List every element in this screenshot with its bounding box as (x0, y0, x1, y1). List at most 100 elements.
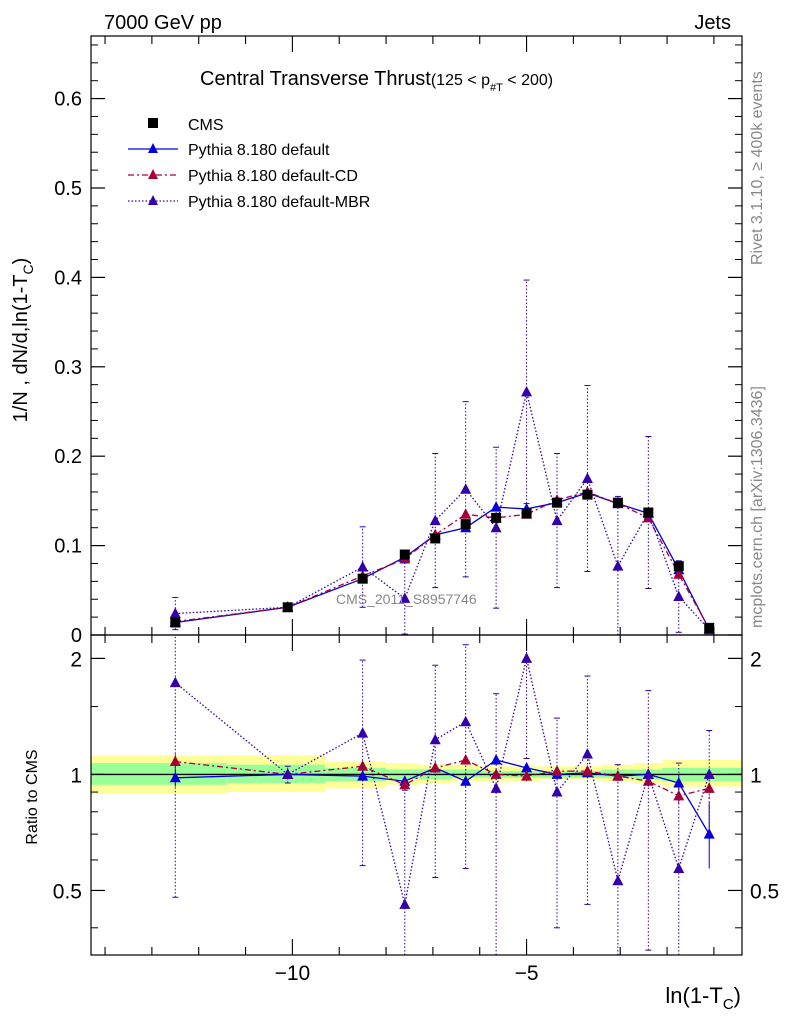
ratio-point-cd (551, 765, 563, 776)
x-axis-label-main: ln(1-T (665, 983, 722, 1008)
ratio-point-cd (169, 755, 181, 767)
ratio-point-mbr (642, 768, 654, 779)
plot-title-main: Central Transverse Thrust (200, 68, 431, 90)
ratio-point-cd (642, 775, 654, 786)
ratio-axis-ticks: 0.5 0.5 1 1 2 2 −10 −5 (53, 635, 779, 985)
data-point-mbr (612, 560, 624, 571)
data-point-cms (704, 622, 715, 633)
data-point-cms (521, 508, 532, 519)
legend-label-mbr: Pythia 8.180 default-MBR (188, 194, 370, 211)
ratio-point-mbr (612, 874, 624, 886)
ratio-point-cd (490, 768, 502, 779)
ratio-point-cd (357, 760, 369, 771)
legend-marker-cd (148, 169, 158, 179)
data-point-mbr (521, 385, 533, 397)
ratio-point-mbr (169, 676, 181, 688)
data-point-mbr (551, 514, 563, 526)
main-axis-ticks: 0 0.1 0.2 0.3 0.4 0.5 0.6 (54, 36, 742, 647)
x-axis-label: ln(1-TC) (665, 983, 741, 1013)
y-tick-label: 0.3 (54, 357, 82, 379)
data-point-cms (460, 519, 471, 530)
ratio-point-mbr (673, 862, 685, 874)
series-default (169, 486, 715, 635)
data-point-mbr (673, 590, 685, 602)
ratio-point-mbr (460, 715, 472, 727)
data-point-mbr (399, 592, 411, 603)
x-axis-label-end: ) (734, 983, 741, 1008)
data-point-cms (357, 573, 368, 584)
legend-entry-cms: CMS (148, 117, 224, 134)
ratio-y-axis-label: Ratio to CMS (24, 749, 41, 844)
ratio-point-cd (673, 789, 685, 801)
x-tick-label: −5 (515, 962, 539, 985)
data-point-cms (430, 533, 441, 544)
y-tick-label: 0.5 (54, 178, 82, 200)
data-point-mbr (169, 607, 181, 619)
data-point-cms (552, 497, 563, 508)
legend-marker-default (148, 143, 158, 153)
plot-title-range-end: < 200) (503, 72, 553, 89)
data-point-cms (643, 507, 654, 518)
plot-title: Central Transverse Thrust(125 < p#T < 20… (200, 68, 553, 94)
ratio-y-tick-label: 0.5 (53, 880, 82, 903)
data-point-cms (612, 497, 623, 508)
ratio-point-default (521, 761, 533, 773)
ratio-point-default (357, 770, 369, 781)
ratio-point-cd (399, 778, 411, 790)
ratio-y-tick-label: 1 (70, 764, 82, 787)
data-point-cms (491, 512, 502, 523)
ratio-plot-frame (90, 634, 743, 956)
ratio-point-mbr (357, 727, 369, 738)
svg-text:1/N , dN/d,ln(1-TC): 1/N , dN/d,ln(1-TC) (10, 258, 36, 423)
ratio-series-mbr (169, 634, 715, 956)
plot-title-range: (125 < p (431, 72, 490, 89)
legend-label-cd: Pythia 8.180 default-CD (188, 168, 358, 185)
ratio-point-cd (521, 770, 533, 781)
ratio-point-mbr (551, 786, 563, 797)
y-axis-label: 1/N , dN/d,ln(1-TC) (10, 258, 36, 423)
legend-label-default: Pythia 8.180 default (188, 142, 330, 159)
data-point-cms (282, 602, 293, 613)
data-point-mbr (429, 514, 441, 526)
ratio-point-mbr (399, 898, 411, 909)
x-tick-label: −10 (275, 962, 311, 985)
data-point-cms (582, 489, 593, 500)
ratio-line-mbr (174, 658, 710, 905)
analysis-watermark: CMS_2011_S8957746 (336, 591, 477, 607)
main-plot-panel: 0 0.1 0.2 0.3 0.4 0.5 0.6 (54, 35, 743, 647)
ratio-plot-panel: 0.5 0.5 1 1 2 2 −10 −5 (53, 634, 779, 985)
data-point-mbr (581, 472, 593, 484)
series-line-mbr (175, 391, 710, 631)
legend-label-cms: CMS (188, 117, 224, 134)
ratio-y-tick-label: 2 (70, 648, 82, 671)
legend-entry-default: Pythia 8.180 default (128, 142, 330, 159)
y-axis-label-sub: C (20, 264, 36, 274)
data-point-cd (673, 568, 685, 579)
rivet-version-text: Rivet 3.1.10, ≥ 400k events (749, 71, 766, 265)
x-axis-label-sub: C (723, 996, 734, 1013)
y-tick-label: 0.2 (54, 446, 82, 468)
main-data-layer (169, 279, 715, 636)
data-point-cms (673, 561, 684, 572)
ratio-y-tick-label-right: 1 (750, 764, 762, 787)
ratio-point-mbr (429, 733, 441, 745)
ratio-point-mbr (581, 747, 593, 759)
ratio-y-tick-label-right: 0.5 (750, 880, 779, 903)
header-energy: 7000 GeV pp (104, 12, 222, 34)
legend-entry-mbr: Pythia 8.180 default-MBR (128, 194, 370, 211)
header-process: Jets (694, 12, 731, 34)
series-mbr (169, 279, 715, 636)
y-axis-label-main: 1/N , dN/d,ln(1-T (10, 274, 32, 422)
ratio-point-cd (429, 761, 441, 773)
ratio-point-mbr (282, 768, 294, 779)
ratio-point-mbr (521, 652, 533, 663)
ratio-point-mbr (703, 768, 715, 779)
ratio-y-tick-label-right: 2 (750, 648, 762, 671)
series-cms (170, 489, 715, 633)
data-point-cms (170, 617, 181, 628)
y-tick-label: 0 (71, 625, 82, 647)
data-point-mbr (460, 483, 472, 494)
ratio-point-mbr (490, 782, 502, 793)
legend-entry-cd: Pythia 8.180 default-CD (128, 168, 358, 185)
